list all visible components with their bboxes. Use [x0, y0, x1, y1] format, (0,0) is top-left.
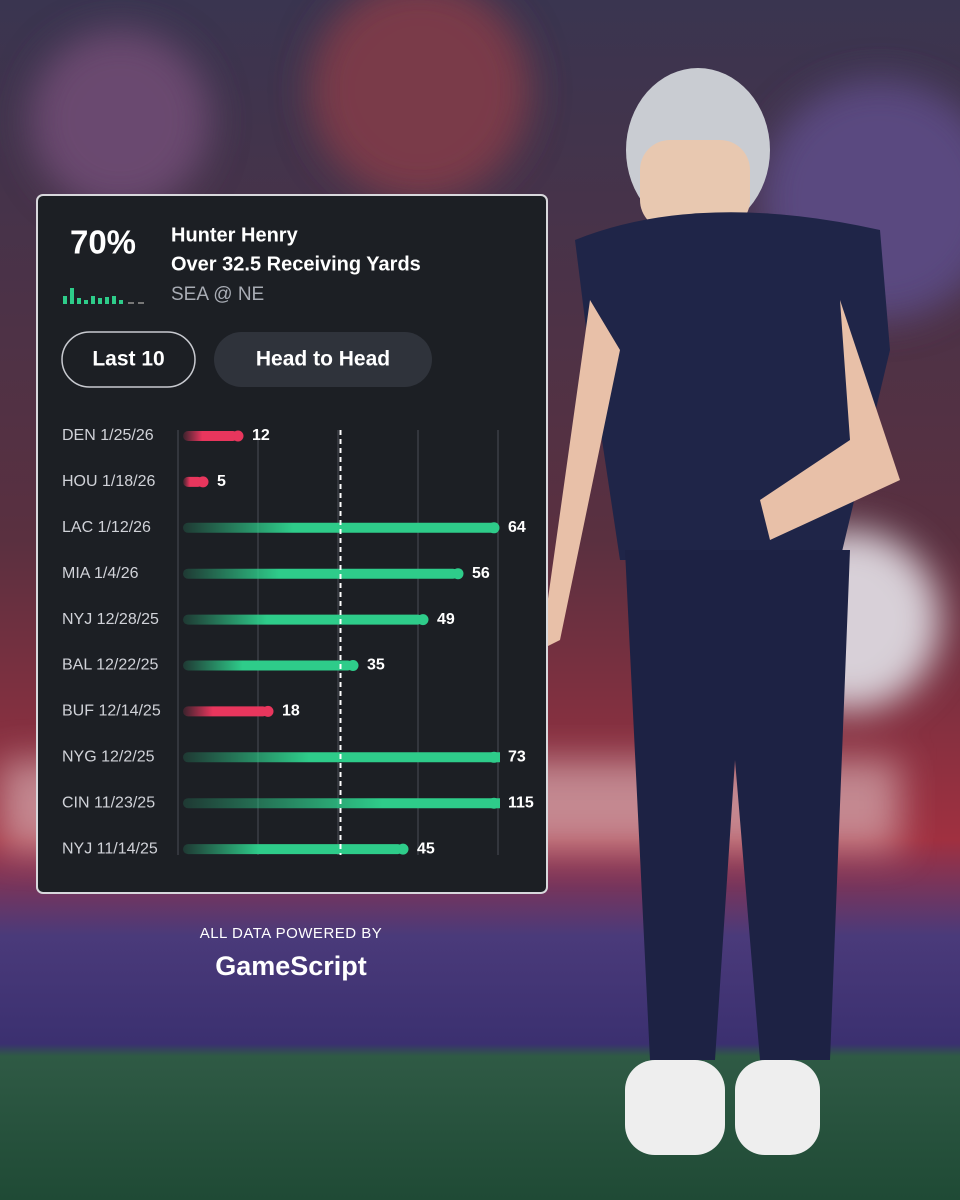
category-label: NYG 12/2/25 — [62, 749, 155, 766]
value-label: 115 — [508, 794, 534, 811]
value-label: 45 — [417, 840, 435, 857]
bar-end-dot — [397, 843, 409, 855]
bar — [183, 844, 403, 855]
category-label: MIA 1/4/26 — [62, 565, 139, 582]
tab-label[interactable]: Last 10 — [92, 348, 164, 371]
matchup: SEA @ NE — [171, 284, 264, 305]
category-label: HOU 1/18/26 — [62, 473, 155, 490]
bar-end-dot — [232, 430, 244, 442]
value-label: 56 — [472, 565, 490, 582]
bar-end-dot — [488, 522, 500, 534]
value-label: 49 — [437, 611, 455, 628]
bar-end-dot — [488, 751, 500, 763]
prop: Over 32.5 Receiving Yards — [171, 253, 421, 275]
bar-end-dot — [262, 705, 274, 717]
value-label: 18 — [282, 703, 300, 720]
bar — [183, 752, 500, 763]
bar — [183, 476, 203, 487]
category-label: NYJ 12/28/25 — [62, 611, 159, 628]
bar — [183, 522, 498, 533]
category-label: DEN 1/25/26 — [62, 427, 154, 444]
bar-end-dot — [417, 614, 429, 626]
bars — [183, 431, 500, 855]
credit: ALL DATA POWERED BY — [200, 925, 383, 942]
probability: 70% — [70, 224, 136, 261]
category-label: BAL 12/22/25 — [62, 657, 158, 674]
value-label: 64 — [508, 519, 526, 536]
category-label: NYJ 11/14/25 — [62, 840, 158, 857]
tab-last-10[interactable] — [61, 331, 196, 388]
category-label: BUF 12/14/25 — [62, 703, 161, 720]
tab-label[interactable]: Head to Head — [256, 348, 390, 371]
value-label: 73 — [508, 749, 526, 766]
bar — [183, 706, 268, 717]
category-label: CIN 11/23/25 — [62, 794, 155, 811]
bar — [183, 568, 458, 579]
value-label: 35 — [367, 657, 385, 674]
category-label: LAC 1/12/26 — [62, 519, 151, 536]
bar-end-dot — [452, 568, 464, 580]
bar-end-dot — [347, 660, 359, 671]
tab-head-to-head[interactable] — [214, 332, 432, 387]
bar — [183, 798, 500, 809]
bar — [183, 614, 423, 625]
bar — [183, 660, 353, 671]
brand: GameScript — [215, 951, 367, 981]
player — [520, 68, 900, 1155]
bar-end-dot — [488, 797, 500, 809]
value-label: 5 — [217, 473, 226, 490]
bar — [183, 431, 238, 441]
player-name: Hunter Henry — [171, 224, 299, 246]
bar-end-dot — [197, 476, 209, 488]
trend-icon — [63, 288, 144, 304]
value-label: 12 — [252, 427, 270, 444]
